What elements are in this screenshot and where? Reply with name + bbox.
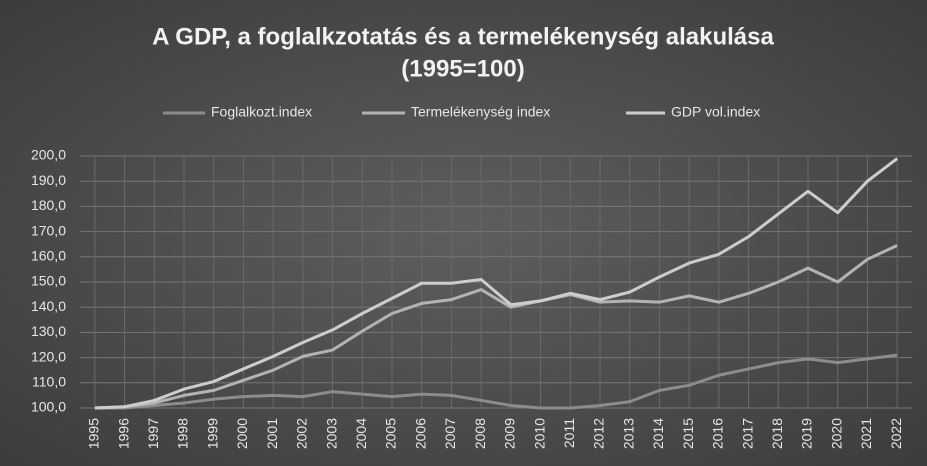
x-tick-label: 1999 xyxy=(204,418,220,449)
x-tick-label: 2000 xyxy=(234,418,250,449)
x-tick-label: 1998 xyxy=(175,418,191,449)
x-tick-label: 2020 xyxy=(828,418,844,449)
x-tick-label: 2011 xyxy=(561,418,577,448)
x-tick-label: 2016 xyxy=(710,418,726,449)
x-tick-label: 1997 xyxy=(145,418,161,449)
x-tick-label: 2017 xyxy=(739,418,755,449)
legend-label: GDP vol.index xyxy=(671,104,760,120)
x-tick-label: 2007 xyxy=(442,418,458,449)
x-tick-label: 2019 xyxy=(799,418,815,449)
x-tick-label: 2008 xyxy=(472,418,488,449)
x-tick-label: 2006 xyxy=(412,418,428,449)
legend-label: Foglalkozt.index xyxy=(211,104,312,120)
chart-subtitle: (1995=100) xyxy=(401,55,524,82)
x-tick-label: 2018 xyxy=(769,418,785,449)
y-tick-label: 160,0 xyxy=(31,248,66,264)
y-tick-label: 130,0 xyxy=(31,323,66,339)
x-tick-label: 2014 xyxy=(650,418,666,449)
x-tick-label: 2002 xyxy=(294,418,310,449)
y-tick-label: 100,0 xyxy=(31,399,66,415)
x-tick-label: 2012 xyxy=(591,418,607,449)
x-tick-label: 2021 xyxy=(858,418,874,449)
x-tick-label: 2015 xyxy=(680,418,696,449)
y-tick-label: 110,0 xyxy=(32,374,66,390)
y-tick-label: 140,0 xyxy=(31,298,66,314)
x-tick-label: 2009 xyxy=(502,418,518,449)
x-tick-label: 2013 xyxy=(620,418,636,449)
x-tick-label: 2003 xyxy=(323,418,339,449)
legend-label: Termelékenység index xyxy=(411,104,550,120)
line-series xyxy=(94,157,899,410)
line-series xyxy=(94,244,898,410)
x-tick-label: 2022 xyxy=(888,418,904,449)
x-tick-label: 2005 xyxy=(383,418,399,449)
line-series xyxy=(94,353,898,410)
y-tick-label: 170,0 xyxy=(31,222,66,238)
x-tick-label: 1995 xyxy=(86,418,102,449)
y-tick-label: 120,0 xyxy=(31,348,66,364)
x-tick-label: 2004 xyxy=(353,418,369,449)
x-tick-label: 1996 xyxy=(115,418,131,449)
y-tick-label: 200,0 xyxy=(31,147,66,163)
y-tick-label: 150,0 xyxy=(31,273,66,289)
y-tick-label: 190,0 xyxy=(31,172,66,188)
chart-title: A GDP, a foglalkzotatás és a termelékeny… xyxy=(152,23,774,50)
x-tick-label: 2010 xyxy=(531,418,547,449)
x-tick-label: 2001 xyxy=(264,418,280,449)
y-tick-label: 180,0 xyxy=(31,197,66,213)
